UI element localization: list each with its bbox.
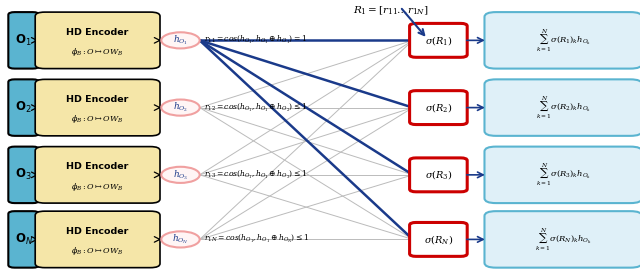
Text: $r_{12}=cos(h_{O_1},h_{O_1}\oplus h_{O_2})\leq 1$: $r_{12}=cos(h_{O_1},h_{O_1}\oplus h_{O_2… [204, 102, 307, 114]
Text: $\sum_{k=1}^{N}\sigma(R_1)_k h_{O_k}$: $\sum_{k=1}^{N}\sigma(R_1)_k h_{O_k}$ [536, 27, 591, 54]
Text: $\sum_{k=1}^{N}\sigma(R_3)_k h_{O_k}$: $\sum_{k=1}^{N}\sigma(R_3)_k h_{O_k}$ [536, 161, 591, 188]
FancyBboxPatch shape [35, 211, 160, 268]
Text: $r_{13}=cos(h_{O_1},h_{O_1}\oplus h_{O_3})\leq 1$: $r_{13}=cos(h_{O_1},h_{O_1}\oplus h_{O_3… [204, 169, 307, 181]
FancyBboxPatch shape [484, 12, 640, 69]
FancyBboxPatch shape [35, 147, 160, 203]
Text: $\sigma(R_N)$: $\sigma(R_N)$ [424, 233, 453, 246]
Circle shape [161, 100, 200, 116]
Text: $h_{O_{3}}$: $h_{O_{3}}$ [173, 168, 188, 182]
FancyBboxPatch shape [410, 222, 467, 256]
Text: $R_1=[r_{11}\ldots r_{1N}]$: $R_1=[r_{11}\ldots r_{1N}]$ [353, 4, 428, 16]
FancyBboxPatch shape [484, 211, 640, 268]
Text: $\phi_B : O \mapsto OW_B$: $\phi_B : O \mapsto OW_B$ [72, 245, 124, 257]
Text: $\mathbf{O}_{N}$: $\mathbf{O}_{N}$ [15, 232, 33, 247]
Text: $h_{O_{2}}$: $h_{O_{2}}$ [173, 101, 188, 114]
FancyBboxPatch shape [484, 79, 640, 136]
Text: $\sigma(R_1)$: $\sigma(R_1)$ [424, 34, 452, 47]
Text: $r_{11}=cos(h_{O_1},h_{O_1}\oplus h_{O_1})=1$: $r_{11}=cos(h_{O_1},h_{O_1}\oplus h_{O_1… [204, 34, 307, 46]
FancyBboxPatch shape [410, 158, 467, 192]
FancyBboxPatch shape [35, 12, 160, 69]
Text: $\sigma(R_3)$: $\sigma(R_3)$ [424, 168, 452, 181]
FancyBboxPatch shape [484, 147, 640, 203]
Circle shape [161, 167, 200, 183]
FancyBboxPatch shape [8, 79, 39, 136]
FancyBboxPatch shape [410, 23, 467, 57]
Text: $h_{O_{N}}$: $h_{O_{N}}$ [172, 233, 189, 246]
Text: $\sigma(R_2)$: $\sigma(R_2)$ [424, 101, 452, 114]
FancyBboxPatch shape [35, 79, 160, 136]
Text: HD Encoder: HD Encoder [67, 227, 129, 236]
Text: $h_{O_{1}}$: $h_{O_{1}}$ [173, 34, 188, 47]
Text: $\phi_B : O \mapsto OW_B$: $\phi_B : O \mapsto OW_B$ [72, 181, 124, 193]
FancyBboxPatch shape [410, 91, 467, 125]
Circle shape [161, 32, 200, 48]
Text: $r_{1N}=cos(h_{O_1},h_{O_1}\oplus h_{O_N})\leq 1$: $r_{1N}=cos(h_{O_1},h_{O_1}\oplus h_{O_N… [204, 233, 308, 245]
FancyBboxPatch shape [8, 147, 39, 203]
Text: $\phi_B : O \mapsto OW_B$: $\phi_B : O \mapsto OW_B$ [72, 114, 124, 125]
Circle shape [161, 231, 200, 247]
Text: $\sum_{k=1}^{N}\sigma(R_2)_k h_{O_k}$: $\sum_{k=1}^{N}\sigma(R_2)_k h_{O_k}$ [536, 94, 591, 121]
Text: $\phi_B : O \mapsto OW_B$: $\phi_B : O \mapsto OW_B$ [72, 46, 124, 58]
Text: $\sum_{k=1}^{N}\sigma(R_N)_k h_{O_k}$: $\sum_{k=1}^{N}\sigma(R_N)_k h_{O_k}$ [535, 226, 591, 253]
FancyBboxPatch shape [8, 12, 39, 69]
Text: $\mathbf{O}_{2}$: $\mathbf{O}_{2}$ [15, 100, 32, 115]
Text: $\mathbf{O}_{1}$: $\mathbf{O}_{1}$ [15, 33, 32, 48]
Text: HD Encoder: HD Encoder [67, 162, 129, 171]
Text: $\mathbf{O}_{3}$: $\mathbf{O}_{3}$ [15, 167, 32, 182]
Text: HD Encoder: HD Encoder [67, 95, 129, 104]
Text: HD Encoder: HD Encoder [67, 28, 129, 37]
FancyBboxPatch shape [8, 211, 39, 268]
